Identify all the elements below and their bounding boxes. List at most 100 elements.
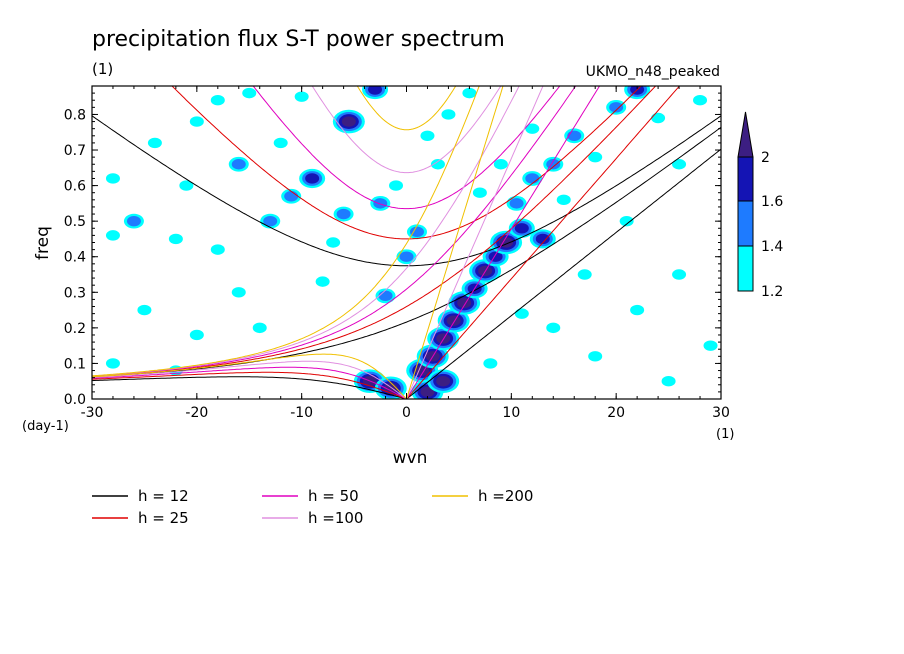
contour-blob [210, 95, 225, 106]
contour-blob [556, 194, 571, 206]
series-line-ig1-h200 [356, 86, 457, 131]
x-tick-label: 0 [402, 405, 411, 421]
contour-blob [179, 180, 194, 191]
contour-blob [546, 322, 561, 334]
series-line-ig1-h50 [252, 86, 561, 210]
contour-blob [436, 376, 451, 387]
series-line-eig-h50 [92, 86, 577, 377]
series-line-ig1-h12 [92, 115, 721, 267]
colorbar-label: 1.2 [761, 284, 783, 300]
contour-blob [514, 223, 529, 234]
y-unit-label: (day-1) [22, 419, 69, 434]
y-tick-label: 0.5 [64, 214, 86, 230]
contour-blob [430, 159, 445, 170]
dispersion-curves [92, 86, 721, 399]
contour-blob [273, 137, 288, 149]
series-line-er-h12 [92, 376, 407, 399]
series-line-eig-h200 [92, 86, 480, 377]
series-line-ig1-h100 [311, 86, 502, 174]
contour-blob [378, 290, 393, 302]
colorbar: 1.2 1.4 1.6 2 [737, 111, 783, 300]
contour-blob [409, 226, 424, 238]
x-tick-label: -20 [185, 405, 208, 421]
contour-blob [189, 116, 204, 127]
contour-blob [341, 116, 356, 127]
contour-blob [105, 230, 120, 241]
contour-blob [231, 159, 246, 170]
contour-blob [630, 304, 645, 316]
y-tick-label: 0.0 [64, 392, 86, 408]
colorbar-label: 1.6 [761, 194, 783, 210]
contour-fill-layer [105, 86, 718, 399]
legend-entry: h =200 [478, 487, 533, 505]
contour-blob [399, 251, 414, 262]
contour-blob [514, 308, 529, 319]
colorbar-swatch [737, 200, 754, 247]
series-line-kelvin-h12 [406, 148, 721, 399]
axis-ticks: -30 -20 -10 0 10 20 30 0.0 0.1 0.2 0.3 0.4 0.5 0.6 0.7… [64, 86, 730, 421]
contour-blob [535, 233, 550, 245]
colorbar-swatch [737, 156, 754, 202]
contour-blob [373, 198, 388, 209]
legend-entry: h = 25 [138, 509, 189, 527]
chart-title: precipitation flux S-T power spectrum [92, 27, 505, 52]
series-line-er-h200 [92, 353, 407, 399]
contour-blob [446, 315, 461, 326]
contour-blob [252, 322, 267, 334]
contour-blob [457, 297, 472, 309]
contour-blob [661, 376, 676, 387]
x-unit-label: (1) [716, 427, 734, 442]
colorbar-arrow [737, 111, 754, 158]
legend: h = 12 h = 25 h = 50 h =100 h =200 [92, 487, 533, 527]
y-tick-label: 0.1 [64, 356, 86, 372]
plot-frame [91, 85, 722, 400]
contour-blob [389, 180, 404, 191]
contour-blob [577, 269, 592, 280]
x-tick-label: 10 [502, 405, 520, 421]
contour-blob [168, 233, 183, 245]
contour-blob [305, 173, 320, 184]
colorbar-swatch [737, 245, 754, 292]
x-tick-label: -30 [81, 405, 104, 421]
series-line-er-h25 [92, 371, 407, 399]
x-axis-label: wvn [393, 448, 428, 468]
contour-blob [147, 137, 162, 149]
contour-blob [493, 159, 508, 170]
contour-blob [284, 191, 299, 202]
contour-blob [126, 215, 141, 227]
legend-entry: h = 12 [138, 487, 189, 505]
series-line-er-h50 [92, 366, 407, 399]
x-tick-label: -10 [290, 405, 313, 421]
contour-blob [336, 208, 351, 220]
contour-blob [483, 358, 498, 369]
y-tick-label: 0.3 [64, 285, 86, 301]
contour-blob [588, 351, 603, 362]
series-line-eig-h12 [92, 126, 721, 378]
series-line-kelvin-h50 [406, 86, 601, 399]
series-line-eig-h100 [92, 86, 520, 377]
contour-blob [315, 276, 330, 287]
contour-blob [137, 304, 152, 316]
series-line-er-h100 [92, 360, 407, 399]
contour-blob [651, 112, 666, 124]
contour-blob [509, 198, 524, 209]
series-line-ig1-h25 [171, 86, 642, 240]
colorbar-label: 2 [761, 150, 770, 166]
series-line-kelvin-h25 [406, 86, 681, 399]
chart-subtitle-left: (1) [92, 60, 113, 78]
contour-blob [420, 386, 435, 398]
colorbar-label: 1.4 [761, 239, 783, 255]
contour-blob [525, 123, 540, 134]
contour-blob [472, 187, 487, 198]
x-tick-label: 30 [712, 405, 730, 421]
contour-blob [441, 109, 456, 120]
contour-blob [210, 244, 225, 255]
legend-entry: h = 50 [308, 487, 359, 505]
y-tick-label: 0.8 [64, 107, 86, 123]
y-tick-label: 0.6 [64, 179, 86, 195]
contour-blob [263, 215, 278, 227]
y-tick-label: 0.2 [64, 321, 86, 337]
y-tick-label: 0.7 [64, 143, 86, 159]
contour-blob [242, 87, 257, 99]
